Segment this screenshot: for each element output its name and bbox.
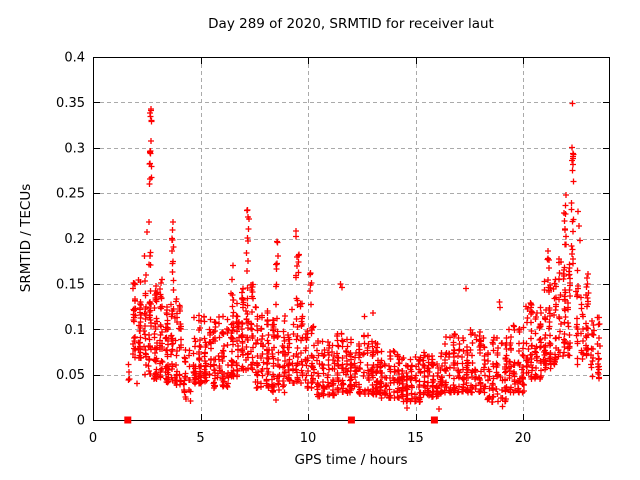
y-tick-label: 0.35	[56, 96, 85, 111]
zero-value-marker	[124, 416, 132, 424]
x-tick-label: 10	[300, 431, 317, 446]
y-tick-label: 0.2	[64, 232, 85, 247]
y-tick-label: 0.3	[64, 141, 85, 156]
x-tick-label: 15	[407, 431, 424, 446]
y-tick-label: 0.15	[56, 277, 85, 292]
chart-title: Day 289 of 2020, SRMTID for receiver lau…	[208, 16, 494, 32]
data-points	[125, 100, 603, 412]
y-tick-label: 0.1	[64, 323, 85, 338]
x-tick-label: 20	[515, 431, 532, 446]
y-tick-label: 0.05	[56, 368, 85, 383]
x-tick-label: 0	[89, 431, 97, 446]
zero-value-marker	[430, 416, 438, 424]
axis-ticks	[93, 57, 609, 421]
y-tick-label: 0.25	[56, 187, 85, 202]
y-tick-label: 0.4	[64, 51, 85, 66]
y-tick-label: 0	[77, 414, 85, 429]
x-tick-label: 5	[196, 431, 204, 446]
zero-value-marker	[347, 416, 355, 424]
x-axis-title: GPS time / hours	[294, 452, 408, 468]
